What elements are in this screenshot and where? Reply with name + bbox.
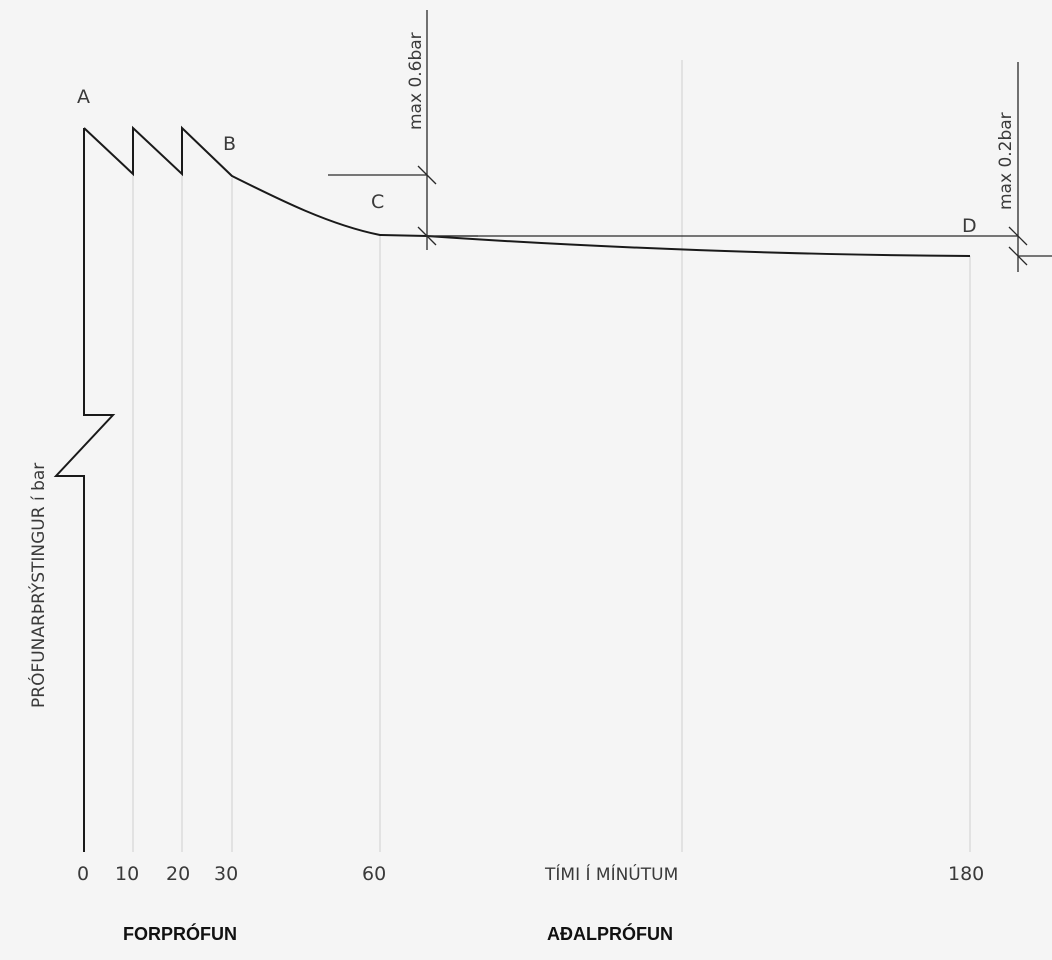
phase-pretest-label: FORPRÓFUN [123, 923, 237, 944]
x-tick-60: 60 [362, 863, 386, 885]
time-guides [132, 60, 971, 852]
pressure-curve [83, 125, 971, 257]
x-tick-20: 20 [166, 863, 190, 885]
x-tick-0: 0 [77, 863, 89, 885]
max-d-label: max 0.2bar [996, 112, 1016, 210]
point-c-label: C [371, 191, 384, 213]
point-b-label: B [223, 133, 236, 155]
x-tick-30: 30 [214, 863, 238, 885]
x-axis-label: TÍMI Í MÍNÚTUM [544, 863, 678, 885]
x-tick-10: 10 [115, 863, 139, 885]
point-a-label: A [77, 86, 90, 108]
phase-main-label: AÐALPRÓFUN [547, 923, 673, 944]
dimension-max-c [328, 10, 478, 250]
y-axis-label: PRÓFUNARÞRÝSTINGUR í bar [27, 463, 49, 708]
x-tick-180: 180 [948, 863, 984, 885]
point-d-label: D [962, 215, 977, 237]
pressure-axis [53, 128, 116, 852]
max-c-label: max 0.6bar [406, 32, 426, 130]
dimension-max-d [430, 62, 1052, 272]
